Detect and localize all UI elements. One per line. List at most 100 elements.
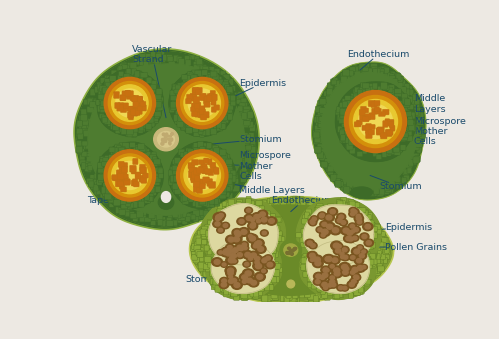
FancyBboxPatch shape (86, 153, 91, 159)
Ellipse shape (219, 213, 224, 217)
FancyBboxPatch shape (414, 139, 421, 144)
Ellipse shape (357, 252, 367, 260)
Ellipse shape (339, 262, 350, 272)
FancyBboxPatch shape (200, 257, 206, 262)
FancyBboxPatch shape (102, 165, 108, 172)
FancyBboxPatch shape (419, 113, 424, 119)
FancyBboxPatch shape (376, 128, 382, 135)
FancyBboxPatch shape (100, 191, 105, 198)
FancyBboxPatch shape (171, 220, 177, 226)
FancyBboxPatch shape (146, 77, 152, 83)
FancyBboxPatch shape (417, 147, 422, 153)
FancyBboxPatch shape (102, 189, 107, 194)
FancyBboxPatch shape (408, 124, 415, 130)
Ellipse shape (250, 218, 255, 222)
FancyBboxPatch shape (340, 185, 346, 190)
Text: Vascular
Strand: Vascular Strand (132, 45, 172, 118)
FancyBboxPatch shape (156, 102, 163, 107)
FancyBboxPatch shape (239, 111, 246, 117)
FancyBboxPatch shape (371, 259, 377, 265)
FancyBboxPatch shape (253, 290, 258, 297)
FancyBboxPatch shape (369, 222, 374, 227)
FancyBboxPatch shape (248, 112, 253, 118)
FancyBboxPatch shape (384, 245, 389, 250)
FancyBboxPatch shape (109, 147, 115, 152)
FancyBboxPatch shape (214, 224, 220, 230)
FancyBboxPatch shape (242, 266, 249, 271)
FancyBboxPatch shape (179, 191, 184, 197)
Ellipse shape (327, 224, 333, 229)
Ellipse shape (339, 254, 346, 260)
FancyBboxPatch shape (317, 144, 323, 149)
FancyBboxPatch shape (387, 130, 393, 135)
FancyBboxPatch shape (98, 166, 104, 172)
FancyBboxPatch shape (85, 144, 90, 149)
Ellipse shape (164, 141, 167, 142)
FancyBboxPatch shape (120, 62, 127, 67)
FancyBboxPatch shape (240, 117, 247, 124)
FancyBboxPatch shape (194, 236, 199, 242)
FancyBboxPatch shape (376, 263, 382, 269)
Polygon shape (205, 235, 281, 299)
FancyBboxPatch shape (132, 95, 139, 102)
Ellipse shape (290, 252, 292, 255)
FancyBboxPatch shape (410, 97, 415, 104)
Ellipse shape (305, 239, 314, 247)
FancyBboxPatch shape (137, 96, 142, 102)
FancyBboxPatch shape (172, 180, 177, 185)
FancyBboxPatch shape (177, 185, 182, 192)
FancyBboxPatch shape (192, 254, 198, 260)
FancyBboxPatch shape (149, 153, 154, 158)
FancyBboxPatch shape (253, 201, 257, 206)
FancyBboxPatch shape (349, 212, 355, 217)
Ellipse shape (251, 253, 256, 258)
Ellipse shape (350, 212, 355, 216)
FancyBboxPatch shape (194, 245, 201, 251)
FancyBboxPatch shape (100, 106, 107, 113)
FancyBboxPatch shape (308, 293, 315, 299)
FancyBboxPatch shape (108, 81, 114, 87)
FancyBboxPatch shape (242, 292, 247, 297)
FancyBboxPatch shape (202, 239, 208, 244)
FancyBboxPatch shape (197, 243, 202, 249)
FancyBboxPatch shape (404, 175, 409, 180)
FancyBboxPatch shape (254, 265, 261, 270)
FancyBboxPatch shape (181, 125, 186, 130)
FancyBboxPatch shape (276, 234, 282, 240)
FancyBboxPatch shape (136, 71, 140, 78)
FancyBboxPatch shape (407, 136, 412, 141)
FancyBboxPatch shape (352, 263, 357, 270)
FancyBboxPatch shape (367, 262, 373, 268)
Ellipse shape (169, 135, 171, 137)
FancyBboxPatch shape (219, 256, 225, 262)
FancyBboxPatch shape (340, 73, 345, 79)
FancyBboxPatch shape (191, 126, 196, 132)
FancyBboxPatch shape (410, 93, 417, 99)
Ellipse shape (234, 249, 237, 252)
Ellipse shape (343, 255, 348, 259)
FancyBboxPatch shape (214, 278, 220, 284)
FancyBboxPatch shape (325, 206, 330, 212)
FancyBboxPatch shape (117, 145, 121, 150)
FancyBboxPatch shape (369, 261, 375, 267)
FancyBboxPatch shape (200, 147, 205, 153)
FancyBboxPatch shape (327, 88, 332, 95)
FancyBboxPatch shape (340, 288, 346, 293)
FancyBboxPatch shape (305, 293, 310, 298)
FancyBboxPatch shape (249, 294, 255, 299)
FancyBboxPatch shape (338, 205, 343, 211)
FancyBboxPatch shape (199, 126, 204, 131)
FancyBboxPatch shape (244, 206, 250, 212)
FancyBboxPatch shape (226, 214, 233, 221)
Polygon shape (296, 198, 381, 272)
Ellipse shape (330, 256, 340, 264)
Ellipse shape (343, 286, 347, 290)
FancyBboxPatch shape (340, 235, 347, 241)
FancyBboxPatch shape (214, 148, 220, 154)
FancyBboxPatch shape (342, 185, 348, 191)
Ellipse shape (331, 266, 342, 275)
FancyBboxPatch shape (133, 215, 138, 222)
FancyBboxPatch shape (241, 98, 247, 103)
FancyBboxPatch shape (367, 191, 373, 196)
FancyBboxPatch shape (245, 286, 250, 292)
